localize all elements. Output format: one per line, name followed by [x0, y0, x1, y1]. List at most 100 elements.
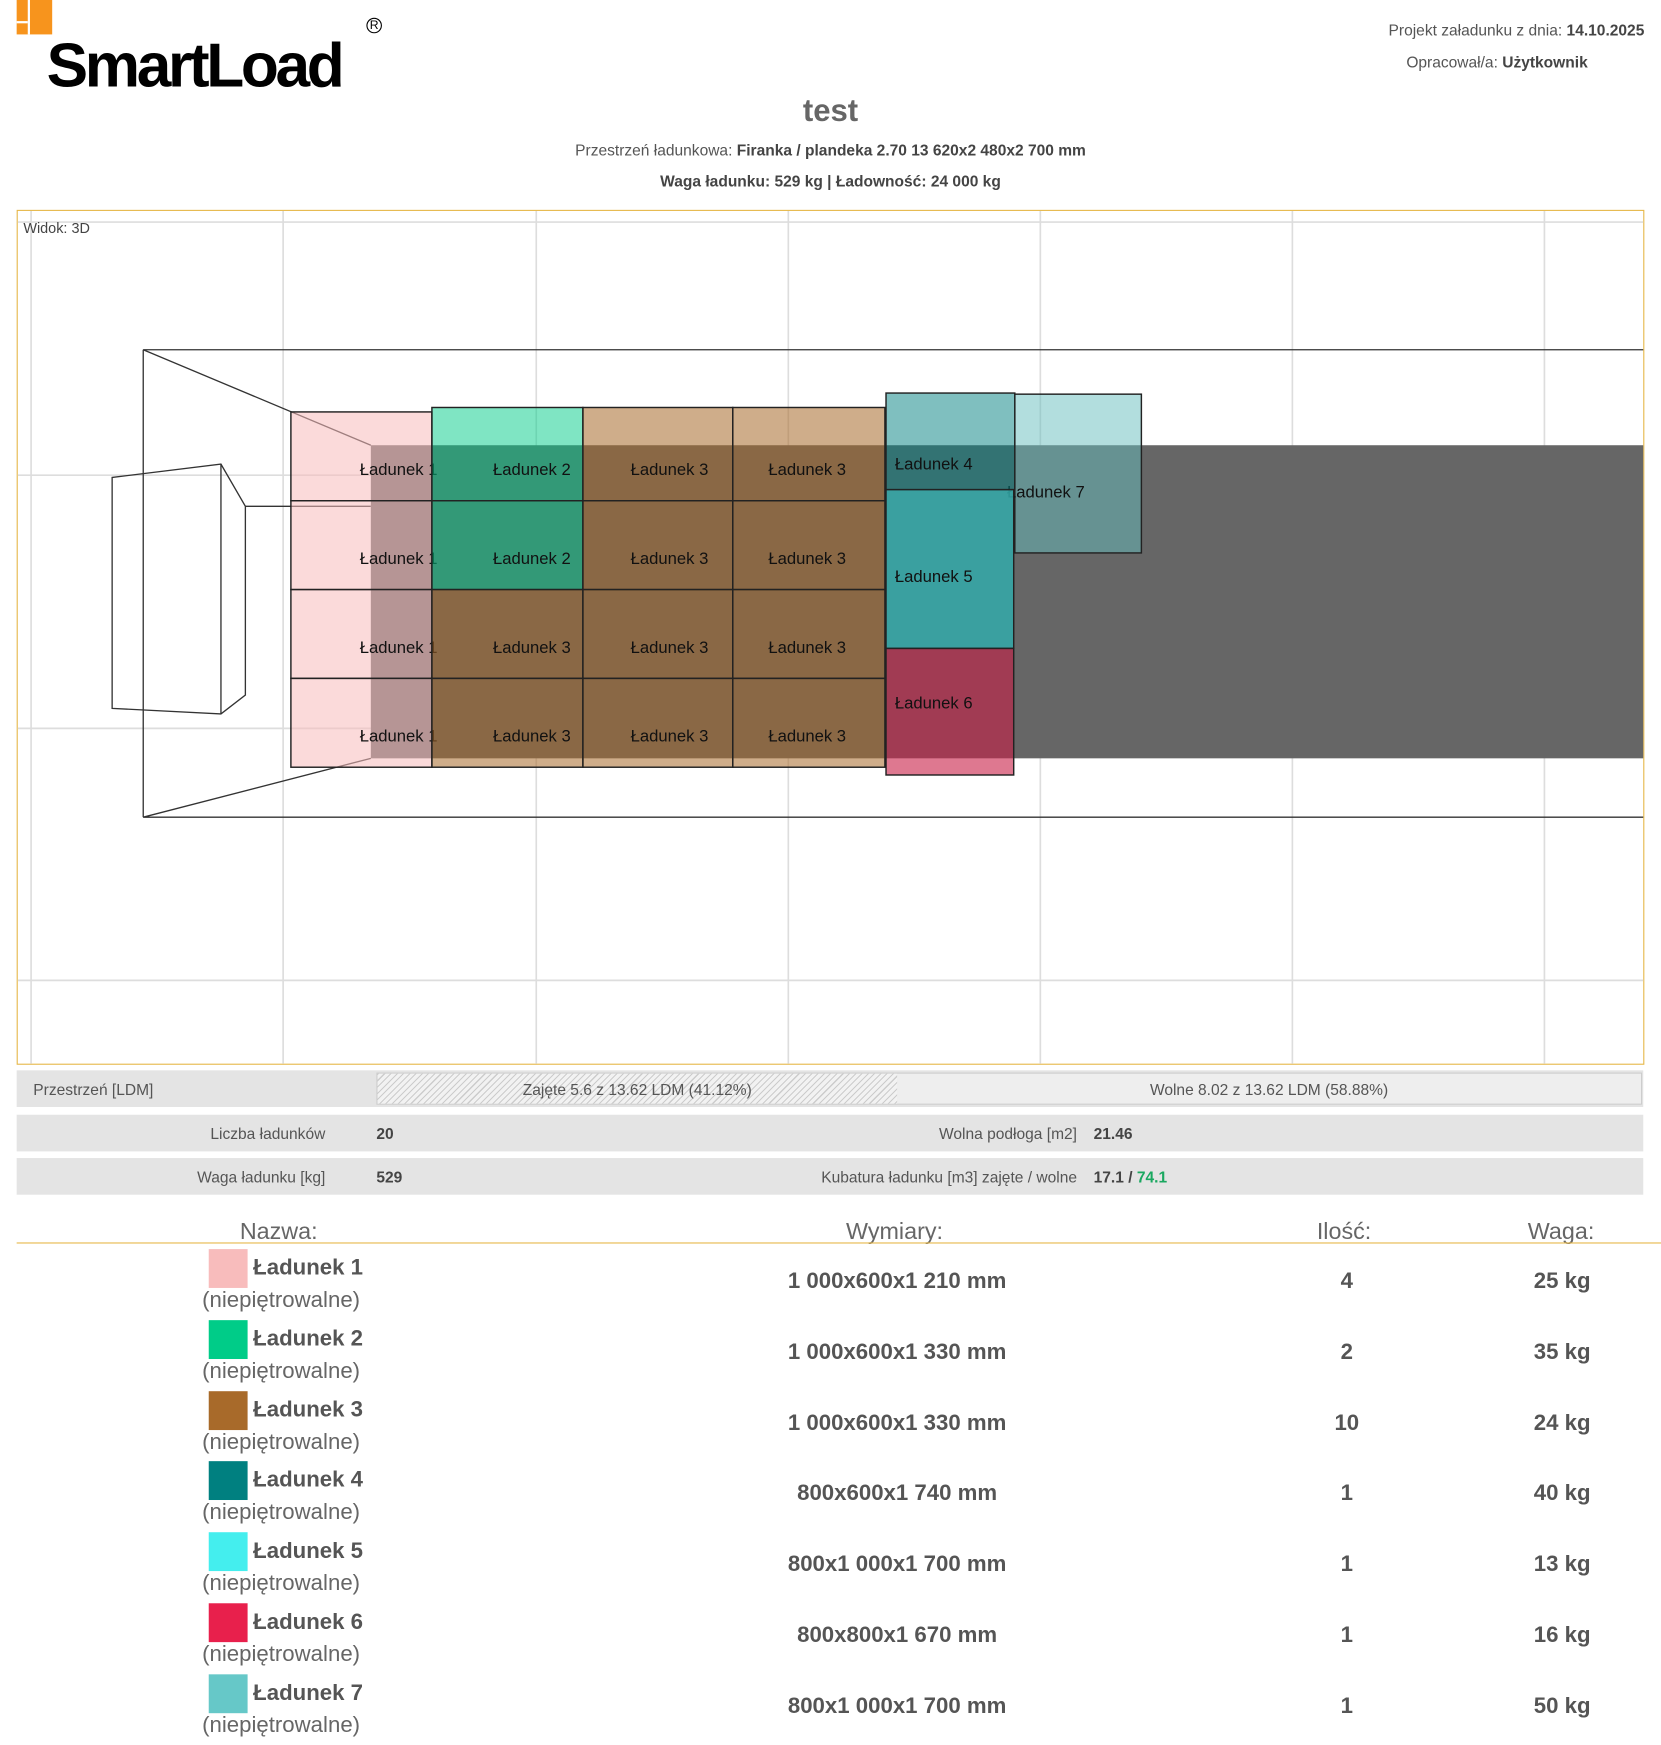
load-box-label: Ładunek 4	[895, 455, 973, 474]
count-row: Liczba ładunków 20 Wolna podłoga [m2] 21…	[16, 1114, 1644, 1152]
load-box-label: Ładunek 1	[360, 638, 438, 657]
load-box-label: Ładunek 3	[631, 460, 709, 479]
volume-sep: /	[1123, 1168, 1137, 1186]
load-box-3[interactable]	[431, 677, 584, 768]
load-box-3[interactable]	[582, 588, 734, 680]
load-note: (niepiętrowalne)	[202, 1429, 361, 1455]
space-label: Przestrzeń ładunkowa:	[575, 141, 733, 159]
table-row: Ładunek 1 (niepiętrowalne) 1 000x600x1 2…	[0, 1249, 1661, 1320]
3d-view[interactable]: Ładunek 1 Ładunek 2 Ładunek 3 Ładunek 3 Ładu…	[16, 209, 1645, 1065]
load-note: (niepiętrowalne)	[202, 1287, 361, 1313]
color-swatch	[208, 1674, 248, 1713]
load-box-1[interactable]	[290, 411, 433, 502]
load-box-3[interactable]	[582, 500, 734, 591]
load-quantity: 1	[1340, 1623, 1353, 1648]
load-box-3[interactable]	[732, 500, 886, 591]
load-quantity: 1	[1340, 1552, 1353, 1577]
author-label: Opracował/a:	[1406, 53, 1498, 72]
floor-label: Wolna podłoga [m2]	[939, 1124, 1077, 1143]
load-weight: 24 kg	[1533, 1410, 1591, 1436]
load-dimensions: 1 000x600x1 210 mm	[787, 1269, 1007, 1294]
table-row: Ładunek 3 (niepiętrowalne) 1 000x600x1 3…	[0, 1390, 1661, 1462]
count-value: 20	[376, 1124, 394, 1143]
load-box-7[interactable]	[1014, 393, 1143, 554]
load-quantity: 1	[1340, 1481, 1353, 1507]
color-swatch	[208, 1532, 248, 1572]
weight-info: Waga ładunku: 529 kg | Ładowność: 24 000…	[660, 172, 1001, 190]
load-quantity: 1	[1340, 1694, 1353, 1719]
load-box-label: Ładunek 3	[493, 638, 571, 657]
load-box-label: Ładunek 7	[1007, 482, 1085, 501]
header-quantity: Ilość:	[1316, 1219, 1372, 1245]
volume-label: Kubatura ładunku [m3] zajęte / wolne	[821, 1168, 1077, 1186]
load-box-3[interactable]	[431, 588, 584, 680]
load-box-label: Ładunek 6	[895, 693, 973, 712]
load-box-1[interactable]	[290, 677, 433, 768]
logo-mark	[16, 0, 53, 35]
load-dimensions: 800x600x1 740 mm	[797, 1481, 998, 1507]
color-swatch	[208, 1461, 248, 1501]
load-dimensions: 1 000x600x1 330 mm	[787, 1339, 1007, 1365]
load-dimensions: 800x1 000x1 700 mm	[787, 1552, 1007, 1577]
registered-icon: R	[366, 17, 382, 34]
load-name: Ładunek 2	[253, 1326, 363, 1352]
load-weight: 13 kg	[1533, 1552, 1591, 1577]
ldm-progress: Zajęte 5.6 z 13.62 LDM (41.12%) Wolne 8.…	[376, 1072, 1643, 1105]
ldm-label: Przestrzeń [LDM]	[33, 1080, 154, 1099]
color-swatch	[208, 1249, 248, 1288]
load-box-3[interactable]	[582, 406, 734, 502]
load-box-1[interactable]	[290, 500, 433, 591]
load-box-label: Ładunek 3	[493, 727, 571, 746]
load-weight: 16 kg	[1533, 1623, 1591, 1648]
color-swatch	[208, 1390, 248, 1430]
load-box-1[interactable]	[290, 588, 433, 680]
load-box-label: Ładunek 3	[631, 727, 709, 746]
load-box-label: Ładunek 1	[360, 727, 438, 746]
count-label: Liczba ładunków	[210, 1124, 326, 1143]
load-box-label: Ładunek 1	[360, 549, 438, 568]
load-quantity: 10	[1334, 1410, 1360, 1436]
header-weight: Waga:	[1527, 1219, 1595, 1245]
table-row: Ładunek 2 (niepiętrowalne) 1 000x600x1 3…	[0, 1319, 1661, 1391]
load-box-label: Ładunek 2	[493, 460, 571, 479]
logo: SmartLoad	[46, 29, 345, 100]
view-label: Widok: 3D	[23, 219, 90, 237]
load-name: Ładunek 5	[253, 1539, 363, 1564]
volume-free: 74.1	[1136, 1168, 1168, 1186]
load-box-label: Ładunek 2	[493, 549, 571, 568]
color-swatch	[208, 1603, 248, 1643]
truck-outline	[111, 349, 1645, 818]
load-note: (niepiętrowalne)	[202, 1642, 361, 1667]
load-box-label: Ładunek 1	[360, 460, 438, 479]
load-dimensions: 1 000x600x1 330 mm	[787, 1410, 1007, 1436]
load-box-label: Ładunek 3	[768, 638, 846, 657]
load-weight: 35 kg	[1533, 1339, 1591, 1365]
3d-scene[interactable]: Ładunek 1 Ładunek 2 Ładunek 3 Ładunek 3 Ładu…	[17, 210, 1645, 1065]
load-weight: 40 kg	[1533, 1481, 1591, 1507]
load-box-4[interactable]	[885, 392, 1016, 491]
table-row: Ładunek 4 (niepiętrowalne) 800x600x1 740…	[0, 1461, 1661, 1533]
load-name: Ładunek 3	[253, 1397, 363, 1422]
load-note: (niepiętrowalne)	[202, 1712, 361, 1738]
header-name: Nazwa:	[239, 1219, 318, 1245]
ldm-bar: Przestrzeń [LDM] Zajęte 5.6 z 13.62 LDM …	[16, 1070, 1644, 1107]
ldm-used-text: Zajęte 5.6 z 13.62 LDM (41.12%)	[522, 1080, 752, 1099]
load-box-2[interactable]	[431, 406, 584, 502]
load-box-5[interactable]	[885, 488, 1015, 650]
load-box-label: Ładunek 3	[631, 638, 709, 657]
author-value: Użytkownik	[1502, 53, 1588, 72]
load-box-3[interactable]	[732, 588, 886, 680]
load-dimensions: 800x1 000x1 700 mm	[787, 1694, 1007, 1719]
date-value: 14.10.2025	[1566, 21, 1645, 39]
load-note: (niepiętrowalne)	[202, 1571, 361, 1596]
load-box-2[interactable]	[431, 500, 584, 591]
load-box-label: Ładunek 5	[895, 567, 973, 586]
load-box-3[interactable]	[582, 677, 734, 768]
page-title: test	[802, 93, 859, 128]
load-box-6[interactable]	[885, 647, 1015, 776]
load-box-3[interactable]	[732, 677, 886, 768]
load-box-3[interactable]	[732, 406, 886, 502]
load-dimensions: 800x800x1 670 mm	[797, 1623, 998, 1648]
floor-value: 21.46	[1093, 1124, 1133, 1143]
load-box-label: Ładunek 3	[631, 549, 709, 568]
